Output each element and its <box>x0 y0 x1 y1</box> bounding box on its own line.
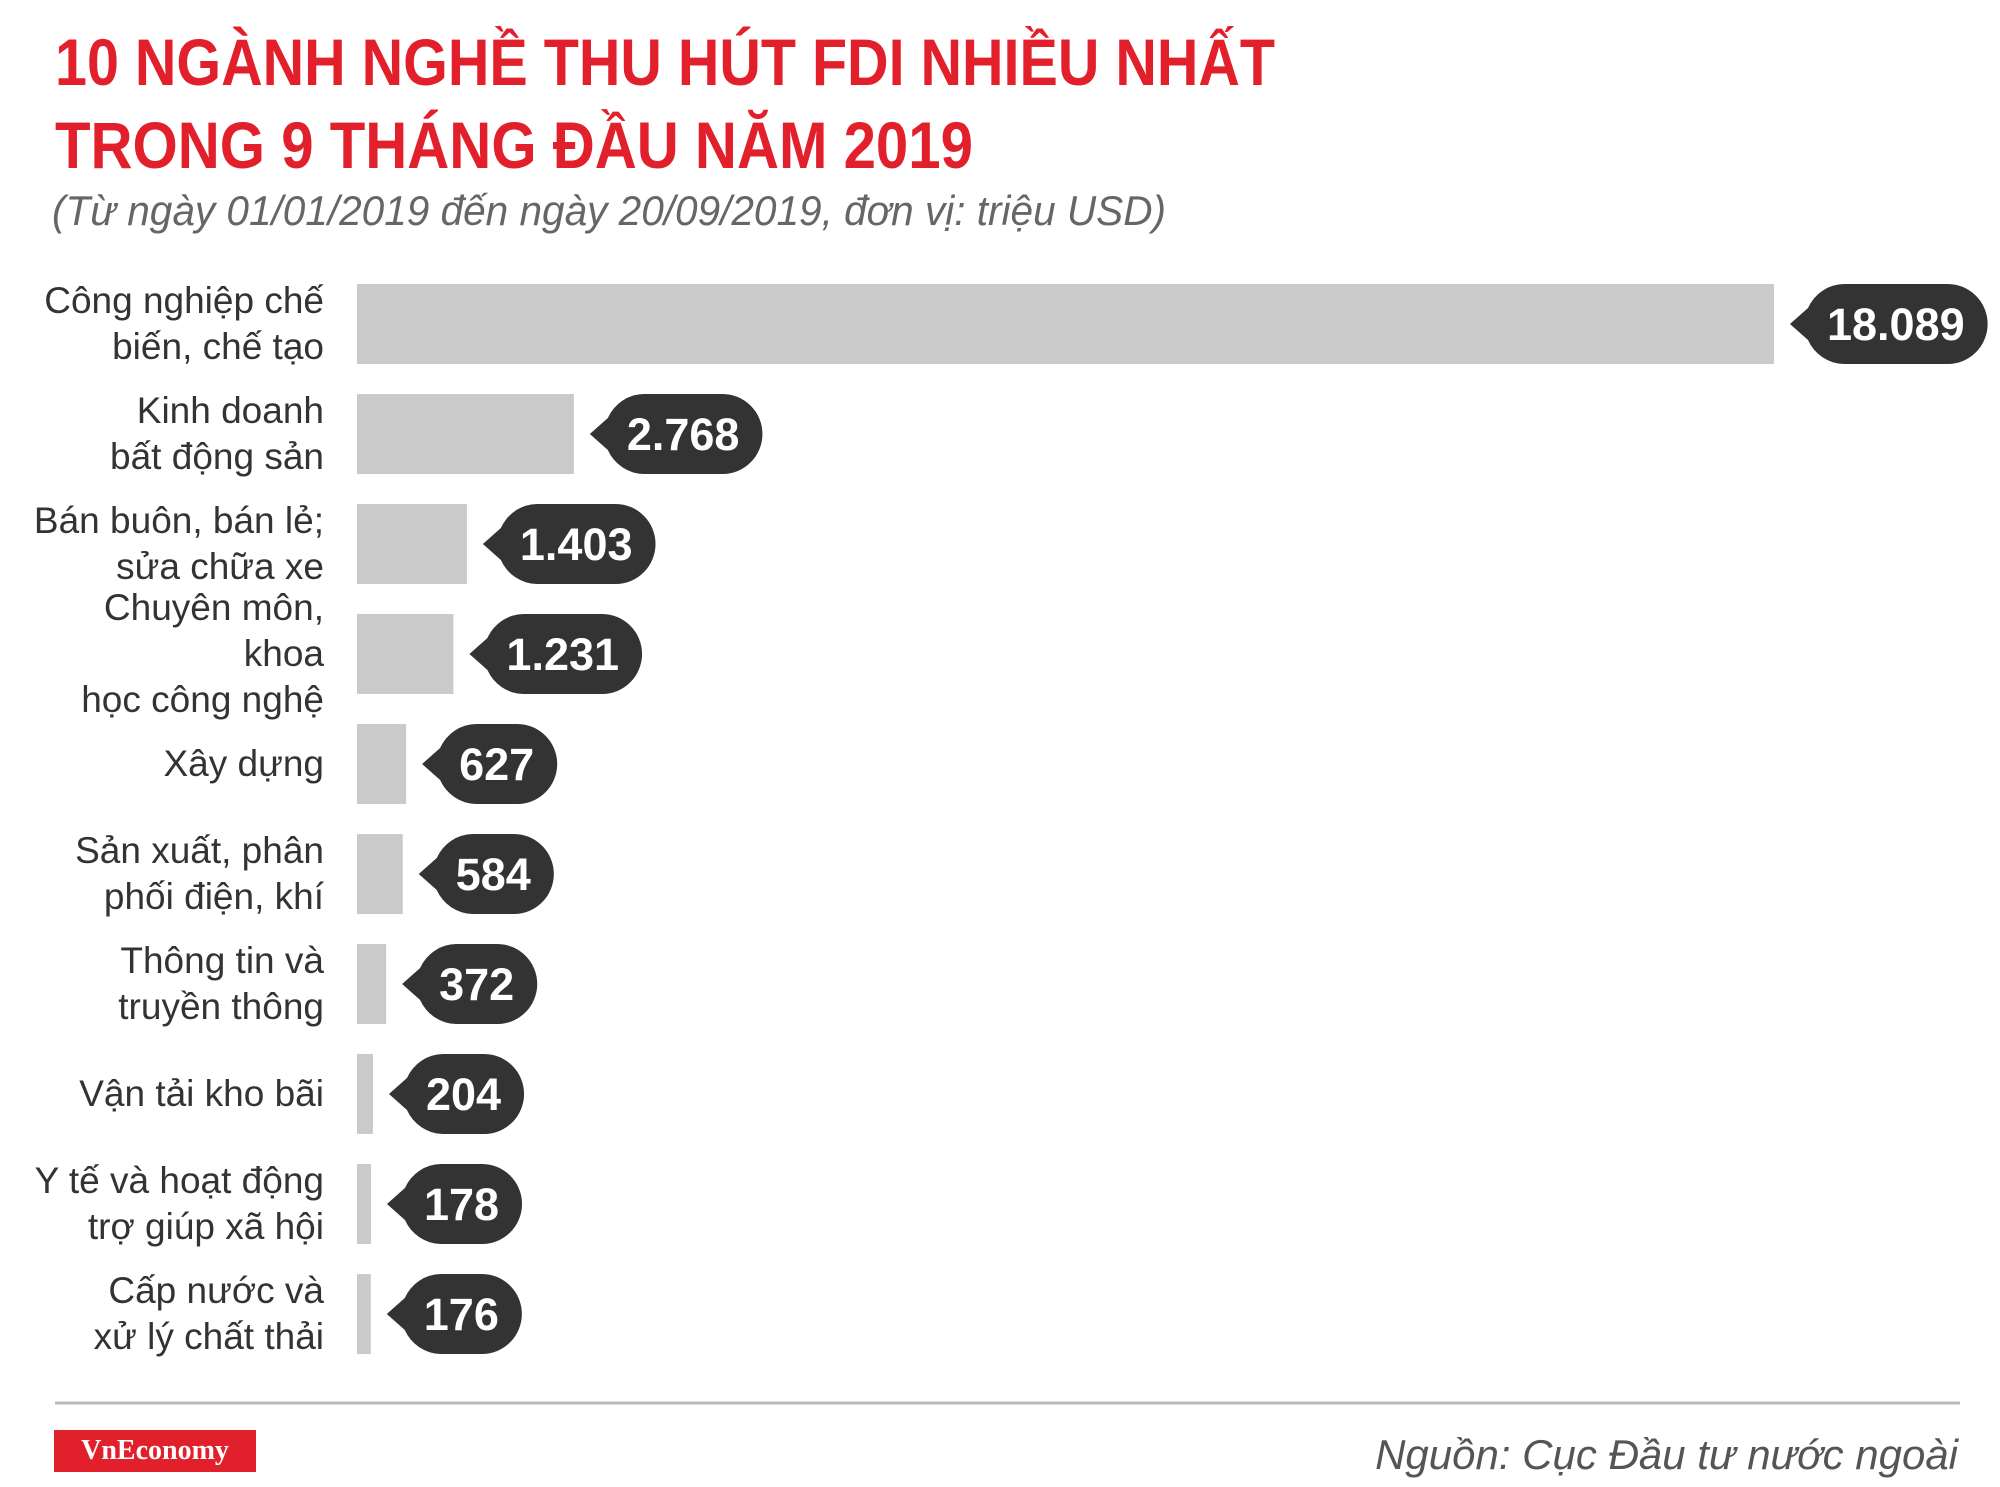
value-label: 584 <box>456 849 531 900</box>
bar <box>357 1274 371 1354</box>
value-bubble <box>422 724 558 804</box>
value-label: 2.768 <box>627 409 740 460</box>
bar <box>357 284 1774 364</box>
category-label: Bán buôn, bán lẻ; sửa chữa xe <box>33 500 324 587</box>
chart-title: 10 NGÀNH NGHỀ THU HÚT FDI NHIỀU NHẤT <box>55 25 1275 99</box>
value-bubble <box>589 394 763 474</box>
value-label: 627 <box>459 739 534 790</box>
value-label: 178 <box>424 1179 499 1230</box>
category-label: Thông tin và truyền thông <box>118 940 324 1027</box>
value-bubble <box>386 1274 522 1355</box>
category-label: Xây dựng <box>163 743 324 784</box>
bar <box>357 1164 371 1244</box>
chart-title: TRONG 9 THÁNG ĐẦU NĂM 2019 <box>55 108 973 182</box>
bar <box>357 504 467 584</box>
category-label: Chuyên môn, khoa học công nghệ <box>81 587 324 720</box>
bar <box>357 944 387 1024</box>
bar <box>357 614 454 694</box>
value-bubble <box>418 834 554 914</box>
logo: VnEconomy <box>81 1435 229 1466</box>
value-bubble <box>1790 284 1988 364</box>
value-bubble <box>482 504 656 584</box>
category-label: Vận tải kho bãi <box>79 1073 324 1114</box>
logo-box <box>54 1430 256 1472</box>
value-label: 18.089 <box>1827 299 1965 350</box>
category-label: Cấp nước và xử lý chất thải <box>93 1270 324 1357</box>
value-bubble <box>469 614 643 694</box>
bar <box>357 394 574 474</box>
value-bubble <box>386 1164 523 1244</box>
value-bubble <box>402 944 538 1024</box>
category-label: Sản xuất, phân phối điện, khí <box>75 830 324 917</box>
value-label: 1.403 <box>520 519 633 570</box>
value-bubble <box>388 1054 525 1134</box>
category-label: Y tế và hoạt động trợ giúp xã hội <box>34 1160 324 1247</box>
value-label: 176 <box>424 1289 499 1340</box>
category-label: Công nghiệp chế biến, chế tạo <box>44 280 324 367</box>
chart-subtitle: (Từ ngày 01/01/2019 đến ngày 20/09/2019,… <box>52 187 1166 234</box>
bar <box>357 834 403 914</box>
value-label: 1.231 <box>506 629 619 680</box>
bar <box>357 1054 373 1134</box>
value-label: 372 <box>439 959 514 1010</box>
source: Nguồn: Cục Đầu tư nước ngoài <box>1375 1431 1960 1478</box>
bar <box>357 724 407 804</box>
value-label: 204 <box>426 1069 501 1120</box>
category-label: Kinh doanh bất động sản <box>110 390 324 477</box>
